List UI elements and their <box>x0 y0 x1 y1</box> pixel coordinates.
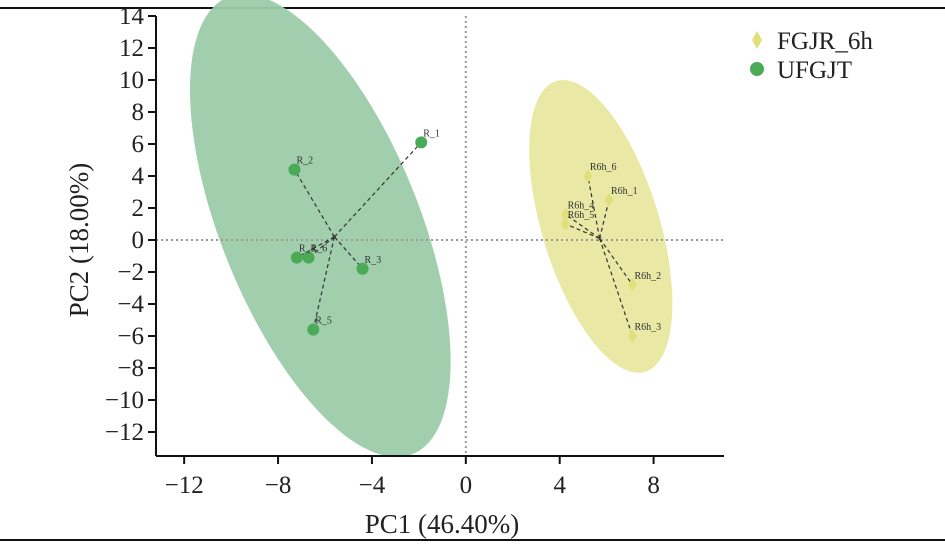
ellipse-ufgjt <box>189 0 451 458</box>
point-r6h_2 <box>627 277 637 292</box>
point-r_6 <box>302 251 315 264</box>
point-label-r6h_2: R6h_2 <box>634 271 661 282</box>
y-axis-ticks: −12 −10 −8 −6 −4 −2 0 2 4 6 8 10 12 14 <box>105 3 156 446</box>
point-label-r6h_6: R6h_6 <box>590 162 617 173</box>
point-label-r_3: R_3 <box>365 255 382 266</box>
y-tick-label: −8 <box>117 355 144 382</box>
x-tick-label: 0 <box>460 472 473 499</box>
point-label-r_5: R_5 <box>315 316 332 327</box>
y-tick-label: 10 <box>119 67 144 94</box>
y-axis-title: PC2 (18.00%) <box>64 163 94 318</box>
legend-marker-fgjr-6h <box>752 31 762 49</box>
x-axis-ticks: −12 −8 −4 0 4 8 <box>165 456 660 499</box>
y-tick-label: −12 <box>105 419 144 446</box>
point-r_2 <box>288 163 301 176</box>
point-label-r6h_4: R6h_4 <box>568 200 595 211</box>
point-r6h_6 <box>583 169 593 183</box>
y-tick-label: 2 <box>132 195 145 222</box>
point-label-r_4: R_4 <box>299 244 316 255</box>
confidence-ellipses <box>189 0 673 458</box>
point-label-r_2: R_2 <box>296 156 313 167</box>
spoke-r_4 <box>296 236 335 259</box>
point-r_1 <box>415 136 428 149</box>
spoke-r6h_6 <box>587 175 601 239</box>
point-r_3 <box>356 262 369 275</box>
y-tick-label: 8 <box>132 99 145 126</box>
spoke-r_6 <box>308 236 335 259</box>
spoke-r_2 <box>293 169 335 238</box>
point-label-r6h_1: R6h_1 <box>611 186 638 197</box>
point-r6h_5 <box>561 217 571 231</box>
ellipse-fgjr-6h <box>529 80 673 373</box>
y-tick-label: 12 <box>119 35 144 62</box>
y-tick-label: 4 <box>132 163 145 190</box>
spoke-r_3 <box>333 236 363 270</box>
point-r_5 <box>307 323 320 336</box>
y-tick-label: 14 <box>119 3 145 30</box>
x-tick-label: −4 <box>359 472 386 499</box>
y-tick-label: −2 <box>117 259 144 286</box>
spoke-r_5 <box>312 236 335 330</box>
point-labels: R6h_6R6h_1R6h_4R6h_5R6h_2R6h_3R_1R_2R_4R… <box>296 128 661 333</box>
y-tick-label: −6 <box>117 323 144 350</box>
point-label-r_1: R_1 <box>423 128 440 139</box>
y-tick-label: −10 <box>105 387 144 414</box>
centroid-spokes: ×× <box>293 141 634 337</box>
legend-marker-ufgjt <box>750 62 764 76</box>
point-label-r_6: R_6 <box>311 244 328 255</box>
axes: −12 −8 −4 0 4 8 −12 −10 −8 −6 −4 −2 0 2 4 6 8 10 12 14 <box>105 3 724 499</box>
legend-label-ufgjt: UFGJT <box>777 57 852 84</box>
point-r_4 <box>290 251 303 264</box>
y-tick-label: 6 <box>132 131 145 158</box>
x-axis-title: PC1 (46.40%) <box>365 509 520 539</box>
point-r6h_1 <box>604 193 614 207</box>
spoke-r_1 <box>333 141 422 238</box>
data-points <box>288 136 637 343</box>
x-tick-label: 8 <box>647 472 660 499</box>
spoke-r6h_3 <box>599 238 634 337</box>
y-tick-label: −4 <box>117 291 144 318</box>
reference-lines <box>156 16 724 456</box>
point-r6h_4 <box>561 207 571 222</box>
legend-label-fgjr-6h: FGJR_6h <box>777 28 873 55</box>
spoke-r6h_5 <box>565 223 600 239</box>
x-tick-label: 4 <box>553 472 566 499</box>
point-label-r6h_5: R6h_5 <box>568 210 595 221</box>
y-tick-label: 0 <box>132 227 145 254</box>
point-r6h_3 <box>627 329 637 343</box>
spoke-r6h_2 <box>599 238 633 286</box>
x-tick-label: −8 <box>265 472 292 499</box>
point-label-r6h_3: R6h_3 <box>634 322 661 333</box>
x-tick-label: −12 <box>165 472 204 499</box>
